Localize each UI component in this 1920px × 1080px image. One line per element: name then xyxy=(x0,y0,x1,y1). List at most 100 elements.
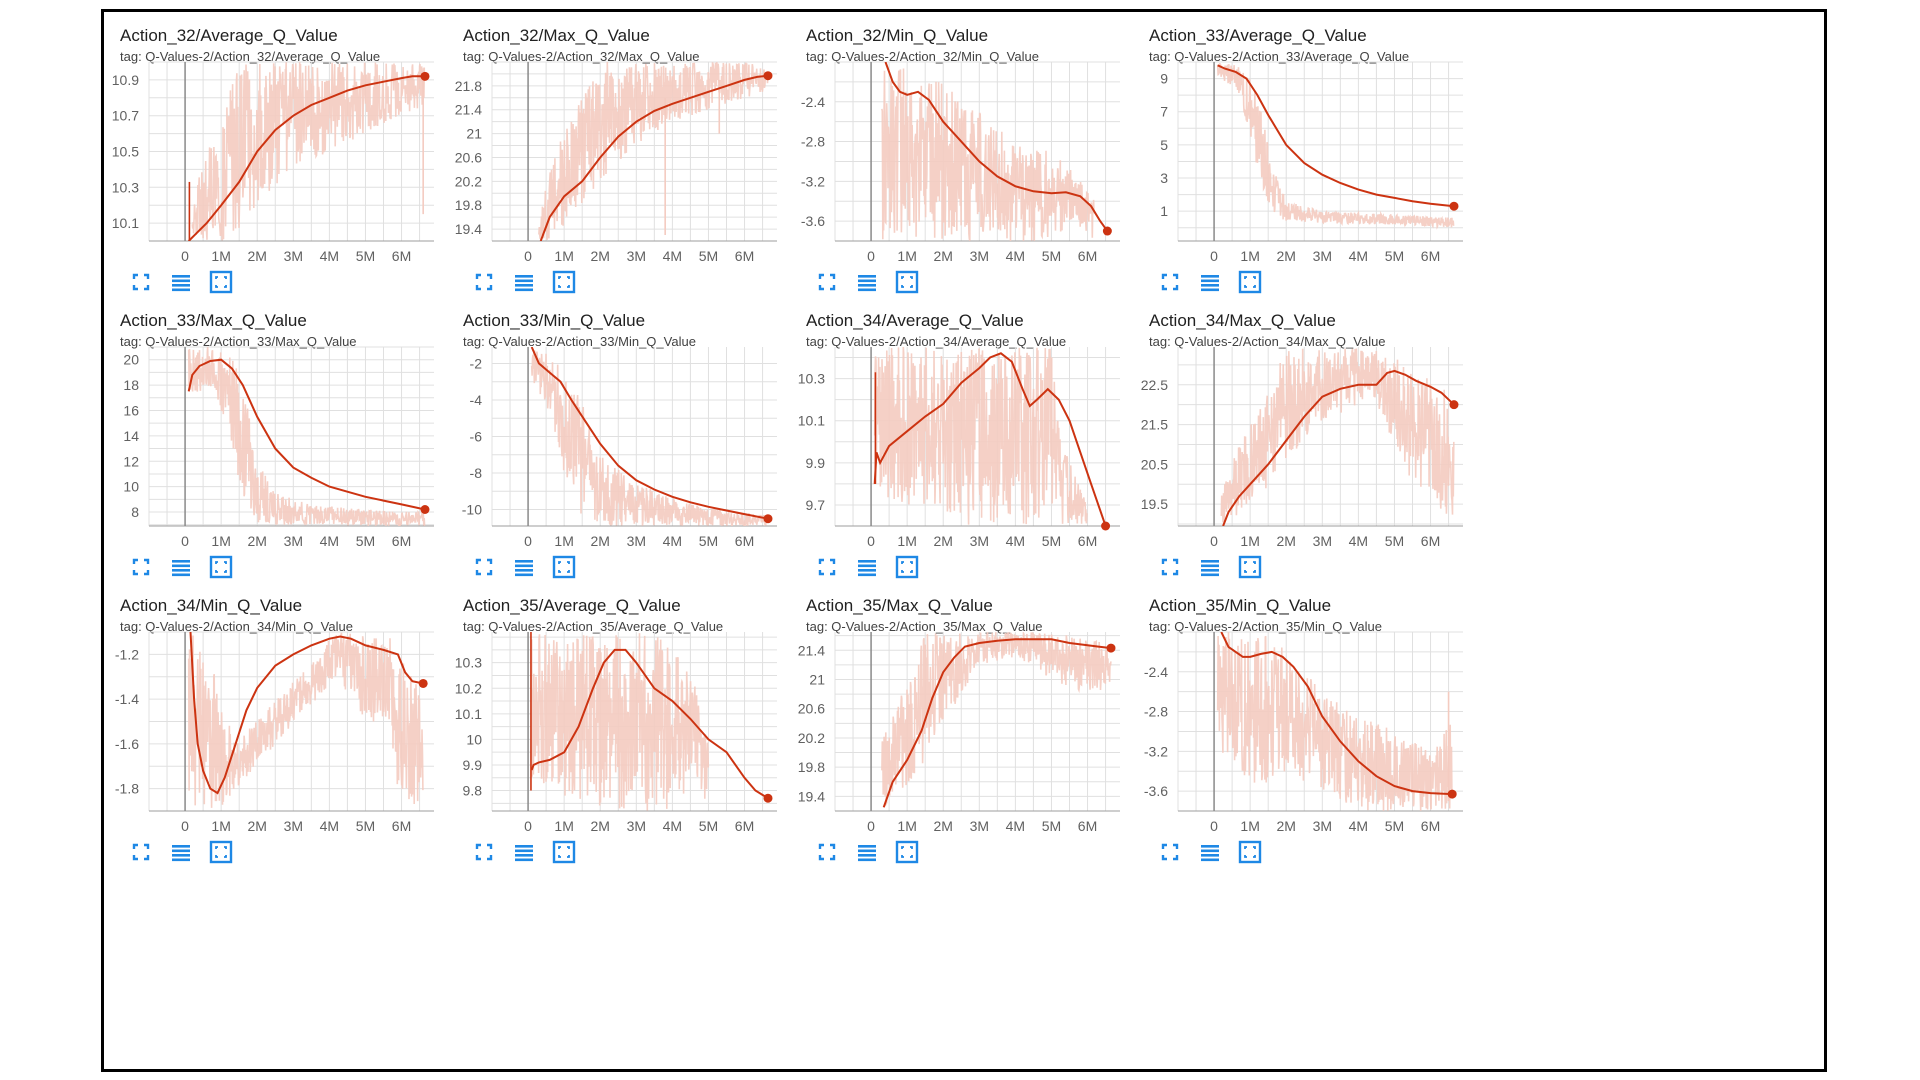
line-chart[interactable]: -3.6 -3.2 -2.8 -2.4 0 1M 2M 3M 4M 5M 6M xyxy=(790,12,1211,312)
y-tick-label: 21.4 xyxy=(798,642,825,658)
line-chart[interactable]: 19.5 20.5 21.5 22.5 0 1M 2M 3M 4M 5M 6M xyxy=(1133,297,1554,597)
toggle-y-log-icon[interactable] xyxy=(854,269,880,295)
line-chart[interactable]: 9.8 9.9 10 10.1 10.2 10.3 0 1M 2M 3M 4M 5M 6M xyxy=(447,582,868,882)
last-point-marker[interactable] xyxy=(1106,643,1116,653)
x-tick-label: 3M xyxy=(627,248,646,264)
x-tick-label: 3M xyxy=(970,533,989,549)
last-point-marker[interactable] xyxy=(763,793,773,803)
x-tick-label: 1M xyxy=(897,533,916,549)
line-chart[interactable]: 19.4 19.8 20.2 20.6 21 21.4 0 1M 2M 3M 4M 5M 6M xyxy=(790,582,1211,882)
last-point-marker[interactable] xyxy=(1101,521,1111,531)
x-tick-label: 1M xyxy=(897,818,916,834)
fit-domain-icon[interactable] xyxy=(894,554,920,580)
line-chart[interactable]: -3.6 -3.2 -2.8 -2.4 0 1M 2M 3M 4M 5M 6M xyxy=(1133,582,1554,882)
line-chart[interactable]: 1 3 5 7 9 0 1M 2M 3M 4M 5M 6M xyxy=(1133,12,1554,312)
line-chart[interactable]: 19.4 19.8 20.2 20.6 21 21.4 21.8 0 1M 2M 3M 4M 5M 6M xyxy=(447,12,868,312)
y-tick-label: 7 xyxy=(1160,104,1168,120)
fit-domain-icon[interactable] xyxy=(551,269,577,295)
y-tick-label: 9.8 xyxy=(463,783,483,799)
x-tick-label: 3M xyxy=(284,818,303,834)
y-tick-label: 9.9 xyxy=(806,455,826,471)
raw-series-line xyxy=(873,347,1088,525)
toggle-y-log-icon[interactable] xyxy=(854,554,880,580)
fit-domain-icon[interactable] xyxy=(208,839,234,865)
toggle-y-log-icon[interactable] xyxy=(168,554,194,580)
fullscreen-icon[interactable] xyxy=(1157,839,1183,865)
last-point-marker[interactable] xyxy=(1449,201,1459,211)
fit-domain-icon[interactable] xyxy=(208,269,234,295)
line-chart[interactable]: 8 10 12 14 16 18 20 0 1M 2M 3M 4M 5M 6M xyxy=(104,297,525,597)
last-point-marker[interactable] xyxy=(420,504,430,514)
fit-domain-icon[interactable] xyxy=(208,554,234,580)
smoothed-series-line xyxy=(882,638,1112,808)
last-point-marker[interactable] xyxy=(1447,789,1457,799)
fullscreen-icon[interactable] xyxy=(471,554,497,580)
last-point-marker[interactable] xyxy=(418,678,428,688)
fullscreen-icon[interactable] xyxy=(128,839,154,865)
chart-toolbar xyxy=(471,839,577,865)
toggle-y-log-icon[interactable] xyxy=(511,554,537,580)
fullscreen-icon[interactable] xyxy=(471,269,497,295)
chart-toolbar xyxy=(128,839,234,865)
chart-toolbar xyxy=(471,554,577,580)
x-tick-label: 1M xyxy=(211,818,230,834)
last-point-marker[interactable] xyxy=(1449,400,1459,410)
last-point-marker[interactable] xyxy=(763,514,773,524)
last-point-marker[interactable] xyxy=(420,71,430,81)
fullscreen-icon[interactable] xyxy=(471,839,497,865)
x-tick-label: 6M xyxy=(1078,533,1097,549)
x-tick-label: 1M xyxy=(897,248,916,264)
fullscreen-icon[interactable] xyxy=(814,554,840,580)
y-tick-label: -3.2 xyxy=(801,173,825,189)
toggle-y-log-icon[interactable] xyxy=(1197,554,1223,580)
y-tick-label: 21.5 xyxy=(1141,417,1168,433)
y-tick-label: 20.6 xyxy=(798,701,825,717)
y-tick-label: 1 xyxy=(1160,203,1168,219)
x-tick-label: 1M xyxy=(554,248,573,264)
smoothed-series-line xyxy=(1222,369,1455,526)
toggle-y-log-icon[interactable] xyxy=(511,839,537,865)
y-tick-label: -8 xyxy=(470,465,483,481)
fit-domain-icon[interactable] xyxy=(551,839,577,865)
line-chart[interactable]: 10.1 10.3 10.5 10.7 10.9 0 1M 2M 3M 4M 5M 6M xyxy=(104,12,525,312)
y-tick-label: 19.4 xyxy=(798,788,825,804)
chart-toolbar xyxy=(128,554,234,580)
fit-domain-icon[interactable] xyxy=(551,554,577,580)
fullscreen-icon[interactable] xyxy=(814,269,840,295)
y-tick-label: -6 xyxy=(470,429,483,445)
toggle-y-log-icon[interactable] xyxy=(168,269,194,295)
chart-tag: tag: Q-Values-2/Action_32/Average_Q_Valu… xyxy=(120,49,381,64)
toggle-y-log-icon[interactable] xyxy=(854,839,880,865)
x-tick-label: 6M xyxy=(1421,533,1440,549)
fullscreen-icon[interactable] xyxy=(128,554,154,580)
x-tick-label: 2M xyxy=(591,533,610,549)
chart-toolbar xyxy=(814,839,920,865)
fit-domain-icon[interactable] xyxy=(894,839,920,865)
toggle-y-log-icon[interactable] xyxy=(1197,269,1223,295)
x-tick-label: 5M xyxy=(1385,248,1404,264)
fullscreen-icon[interactable] xyxy=(1157,554,1183,580)
fit-domain-icon[interactable] xyxy=(894,269,920,295)
chart-card: Action_32/Max_Q_Value tag: Q-Values-2/Act… xyxy=(447,12,868,364)
toggle-y-log-icon[interactable] xyxy=(168,839,194,865)
y-tick-label: -1.8 xyxy=(115,781,139,797)
line-chart[interactable]: 9.7 9.9 10.1 10.3 0 1M 2M 3M 4M 5M 6M xyxy=(790,297,1211,597)
fit-domain-icon[interactable] xyxy=(1237,839,1263,865)
line-chart[interactable]: -1.8 -1.6 -1.4 -1.2 0 1M 2M 3M 4M 5M 6M xyxy=(104,582,525,882)
last-point-marker[interactable] xyxy=(1102,226,1112,236)
x-tick-label: 1M xyxy=(1240,533,1259,549)
fit-domain-icon[interactable] xyxy=(1237,554,1263,580)
fullscreen-icon[interactable] xyxy=(814,839,840,865)
y-tick-label: 21 xyxy=(466,126,482,142)
x-tick-label: 6M xyxy=(1421,248,1440,264)
x-tick-label: 2M xyxy=(591,818,610,834)
x-tick-label: 4M xyxy=(1006,248,1025,264)
chart-title: Action_32/Min_Q_Value xyxy=(806,26,989,45)
toggle-y-log-icon[interactable] xyxy=(511,269,537,295)
fullscreen-icon[interactable] xyxy=(1157,269,1183,295)
fullscreen-icon[interactable] xyxy=(128,269,154,295)
fit-domain-icon[interactable] xyxy=(1237,269,1263,295)
line-chart[interactable]: -10 -8 -6 -4 -2 0 1M 2M 3M 4M 5M 6M xyxy=(447,297,868,597)
toggle-y-log-icon[interactable] xyxy=(1197,839,1223,865)
last-point-marker[interactable] xyxy=(763,71,773,81)
